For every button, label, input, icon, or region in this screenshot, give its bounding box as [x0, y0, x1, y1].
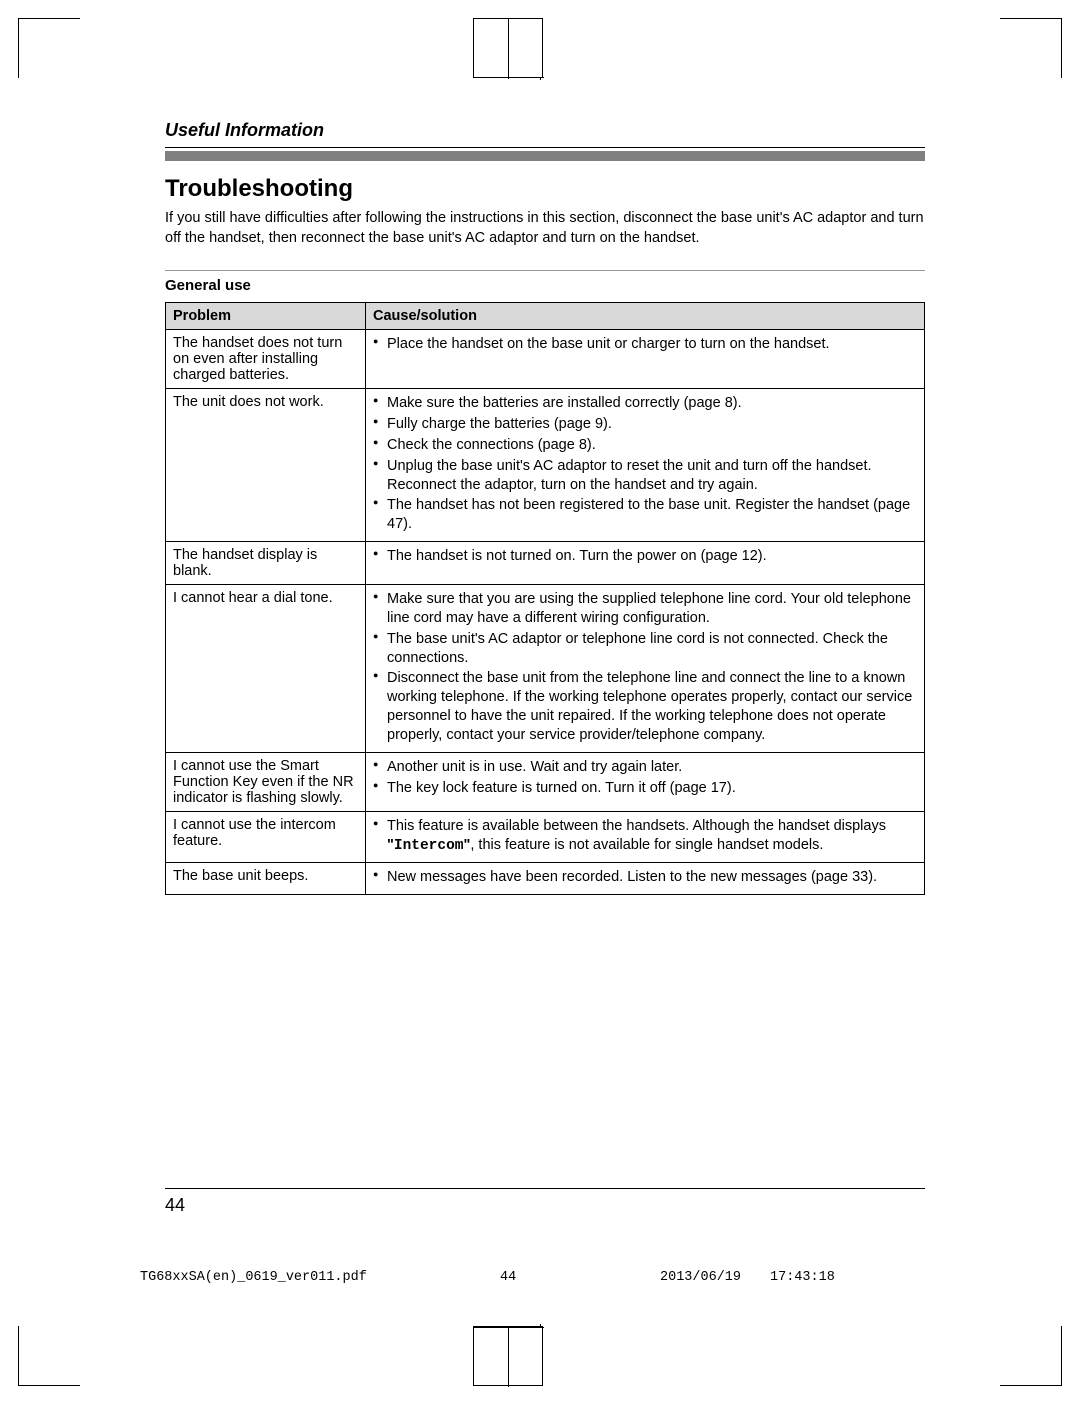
footer-time: 17:43:18 — [770, 1270, 835, 1285]
table-row: The handset does not turn on even after … — [166, 330, 925, 389]
table-row: The unit does not work. Make sure the bat… — [166, 389, 925, 542]
crop-box-bot — [473, 1326, 543, 1386]
solution-cell: Make sure that you are using the supplie… — [366, 585, 925, 753]
footer: TG68xxSA(en)_0619_ver011.pdf 44 2013/06/… — [140, 1270, 940, 1285]
table-row: The base unit beeps. New messages have be… — [166, 863, 925, 895]
crop-corner-tr — [1000, 18, 1062, 78]
solution-cell: Place the handset on the base unit or ch… — [366, 330, 925, 389]
solution-item: The base unit's AC adaptor or telephone … — [373, 630, 917, 668]
solution-item: Make sure the batteries are installed co… — [373, 394, 917, 413]
footer-date: 2013/06/19 — [560, 1270, 770, 1285]
footer-page: 44 — [500, 1270, 560, 1285]
solution-item: Unplug the base unit's AC adaptor to res… — [373, 457, 917, 495]
subhead-rule — [165, 270, 925, 271]
table-row: The handset display is blank. The handset… — [166, 542, 925, 585]
col-problem: Problem — [166, 303, 366, 330]
solution-item: The key lock feature is turned on. Turn … — [373, 779, 917, 798]
crop-corner-br — [1000, 1326, 1062, 1386]
troubleshooting-table: Problem Cause/solution The handset does … — [165, 302, 925, 895]
intro-paragraph: If you still have difficulties after fol… — [165, 209, 925, 248]
page-title: Troubleshooting — [165, 175, 925, 203]
solution-cell: Make sure the batteries are installed co… — [366, 389, 925, 542]
page-number: 44 — [165, 1188, 925, 1216]
problem-cell: The handset display is blank. — [166, 542, 366, 585]
solution-item: Make sure that you are using the supplie… — [373, 590, 917, 628]
solution-cell: This feature is available between the ha… — [366, 811, 925, 863]
section-underline — [165, 147, 925, 148]
solution-cell: New messages have been recorded. Listen … — [366, 863, 925, 895]
section-header: Useful Information — [165, 120, 925, 141]
solution-cell: Another unit is in use. Wait and try aga… — [366, 752, 925, 811]
solution-item: Disconnect the base unit from the teleph… — [373, 669, 917, 744]
solution-cell: The handset is not turned on. Turn the p… — [366, 542, 925, 585]
solution-item: Fully charge the batteries (page 9). — [373, 415, 917, 434]
problem-cell: I cannot hear a dial tone. — [166, 585, 366, 753]
solution-item: The handset has not been registered to t… — [373, 496, 917, 534]
table-row: I cannot use the Smart Function Key even… — [166, 752, 925, 811]
crop-box-top — [473, 18, 543, 78]
solution-item: This feature is available between the ha… — [373, 817, 917, 856]
problem-cell: I cannot use the Smart Function Key even… — [166, 752, 366, 811]
problem-cell: I cannot use the intercom feature. — [166, 811, 366, 863]
table-row: I cannot hear a dial tone.Make sure that… — [166, 585, 925, 753]
crop-corner-bl — [18, 1326, 80, 1386]
col-solution: Cause/solution — [366, 303, 925, 330]
page-content: Useful Information Troubleshooting If yo… — [165, 120, 925, 895]
footer-filename: TG68xxSA(en)_0619_ver011.pdf — [140, 1270, 500, 1285]
section-bar — [165, 151, 925, 161]
solution-item: Another unit is in use. Wait and try aga… — [373, 758, 917, 777]
problem-cell: The base unit beeps. — [166, 863, 366, 895]
solution-item: Place the handset on the base unit or ch… — [373, 335, 917, 354]
solution-item: The handset is not turned on. Turn the p… — [373, 547, 917, 566]
subhead: General use — [165, 277, 925, 294]
problem-cell: The unit does not work. — [166, 389, 366, 542]
table-header-row: Problem Cause/solution — [166, 303, 925, 330]
table-row: I cannot use the intercom feature.This f… — [166, 811, 925, 863]
solution-item: New messages have been recorded. Listen … — [373, 868, 917, 887]
crop-corner-tl — [18, 18, 80, 78]
problem-cell: The handset does not turn on even after … — [166, 330, 366, 389]
solution-item: Check the connections (page 8). — [373, 436, 917, 455]
